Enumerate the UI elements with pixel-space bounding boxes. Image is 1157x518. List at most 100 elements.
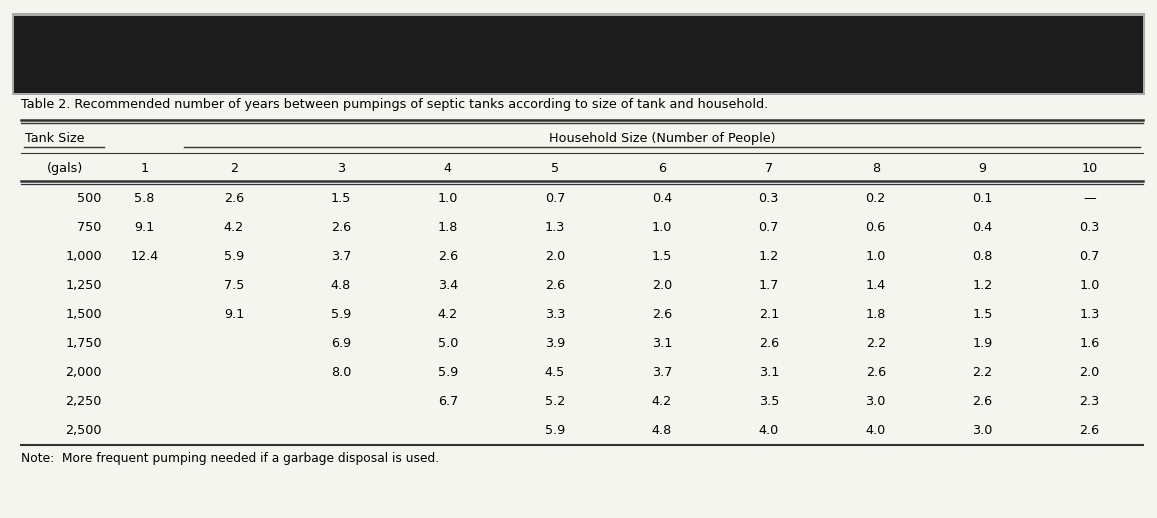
Text: 3.5: 3.5 (759, 395, 779, 409)
Text: 2.6: 2.6 (973, 395, 993, 409)
Text: 4.2: 4.2 (437, 308, 458, 322)
Text: 1,000: 1,000 (65, 250, 102, 264)
Text: 1.4: 1.4 (865, 279, 886, 293)
Text: 9.1: 9.1 (134, 221, 155, 235)
Text: 2,500: 2,500 (65, 424, 102, 438)
Text: 1.3: 1.3 (545, 221, 565, 235)
Text: Table 2. Recommended number of years between pumpings of septic tanks according : Table 2. Recommended number of years bet… (21, 98, 768, 111)
Text: 0.2: 0.2 (865, 192, 886, 206)
Text: 10: 10 (1082, 162, 1098, 175)
Text: 12.4: 12.4 (131, 250, 159, 264)
Text: 3: 3 (337, 162, 345, 175)
Text: 3.0: 3.0 (865, 395, 886, 409)
Text: 8: 8 (871, 162, 879, 175)
Text: 1.8: 1.8 (437, 221, 458, 235)
Text: 750: 750 (78, 221, 102, 235)
Text: 4.8: 4.8 (651, 424, 672, 438)
Text: 3.0: 3.0 (973, 424, 993, 438)
Text: 1.0: 1.0 (1079, 279, 1100, 293)
Text: 1.0: 1.0 (651, 221, 672, 235)
Text: 3.1: 3.1 (759, 366, 779, 380)
Text: 0.7: 0.7 (1079, 250, 1100, 264)
Text: 1,750: 1,750 (65, 337, 102, 351)
Text: 1.6: 1.6 (1079, 337, 1100, 351)
Text: Household Size (Number of People): Household Size (Number of People) (548, 132, 775, 145)
Text: 0.3: 0.3 (1079, 221, 1100, 235)
Text: 1.5: 1.5 (331, 192, 351, 206)
Text: 2.0: 2.0 (1079, 366, 1100, 380)
Text: 5.0: 5.0 (437, 337, 458, 351)
Text: 4.5: 4.5 (545, 366, 565, 380)
Text: 4: 4 (444, 162, 452, 175)
Text: 0.7: 0.7 (545, 192, 565, 206)
Text: 3.4: 3.4 (437, 279, 458, 293)
Text: 0.6: 0.6 (865, 221, 886, 235)
Text: 1,500: 1,500 (65, 308, 102, 322)
Bar (12, 13, 1145, 95)
Text: 3.7: 3.7 (651, 366, 672, 380)
Text: 1,250: 1,250 (65, 279, 102, 293)
Text: 2.2: 2.2 (973, 366, 993, 380)
Text: 6: 6 (658, 162, 665, 175)
Text: 4.0: 4.0 (759, 424, 779, 438)
Text: 3.1: 3.1 (651, 337, 672, 351)
Text: 500: 500 (78, 192, 102, 206)
Text: 5: 5 (551, 162, 559, 175)
Text: 2,250: 2,250 (66, 395, 102, 409)
Text: 2: 2 (230, 162, 238, 175)
Text: 9: 9 (979, 162, 987, 175)
Text: Note:  More frequent pumping needed if a garbage disposal is used.: Note: More frequent pumping needed if a … (21, 452, 439, 465)
Text: 1.5: 1.5 (651, 250, 672, 264)
Text: 2.6: 2.6 (651, 308, 672, 322)
Text: 4.2: 4.2 (224, 221, 244, 235)
Text: 3.9: 3.9 (545, 337, 565, 351)
Text: (gals): (gals) (46, 162, 83, 175)
Text: 0.4: 0.4 (973, 221, 993, 235)
Text: Tank Size: Tank Size (25, 132, 84, 145)
Text: 1.2: 1.2 (973, 279, 993, 293)
Text: 6.9: 6.9 (331, 337, 351, 351)
Text: 5.9: 5.9 (545, 424, 565, 438)
Text: 1: 1 (140, 162, 149, 175)
Text: 2.6: 2.6 (437, 250, 458, 264)
Bar (14, 16, 1143, 93)
Text: 2.6: 2.6 (224, 192, 244, 206)
Text: 1.8: 1.8 (865, 308, 886, 322)
Text: 2.0: 2.0 (651, 279, 672, 293)
Text: 0.4: 0.4 (651, 192, 672, 206)
Text: 7: 7 (765, 162, 773, 175)
Text: 5.2: 5.2 (545, 395, 565, 409)
Text: 4.0: 4.0 (865, 424, 886, 438)
Text: 5.9: 5.9 (437, 366, 458, 380)
Text: 0.8: 0.8 (973, 250, 993, 264)
Text: 1.2: 1.2 (759, 250, 779, 264)
Text: 2.6: 2.6 (865, 366, 886, 380)
Text: 0.1: 0.1 (973, 192, 993, 206)
Text: 2.6: 2.6 (331, 221, 351, 235)
Text: 2,000: 2,000 (65, 366, 102, 380)
Text: 2.0: 2.0 (545, 250, 565, 264)
Text: 7.5: 7.5 (223, 279, 244, 293)
Text: 6.7: 6.7 (437, 395, 458, 409)
Text: 1.9: 1.9 (973, 337, 993, 351)
Text: 5.9: 5.9 (331, 308, 351, 322)
Text: 5.8: 5.8 (134, 192, 155, 206)
Text: 2.6: 2.6 (759, 337, 779, 351)
Text: 2.6: 2.6 (545, 279, 565, 293)
Text: 3.7: 3.7 (331, 250, 351, 264)
Text: 3.3: 3.3 (545, 308, 565, 322)
Text: 5.9: 5.9 (223, 250, 244, 264)
Text: 9.1: 9.1 (223, 308, 244, 322)
Text: 4.8: 4.8 (331, 279, 351, 293)
Text: 2.6: 2.6 (1079, 424, 1099, 438)
Text: 0.7: 0.7 (759, 221, 779, 235)
Text: 8.0: 8.0 (331, 366, 351, 380)
Text: 2.3: 2.3 (1079, 395, 1100, 409)
Text: 1.0: 1.0 (865, 250, 886, 264)
Text: 1.7: 1.7 (759, 279, 779, 293)
Text: 0.3: 0.3 (759, 192, 779, 206)
Text: 1.5: 1.5 (973, 308, 993, 322)
Text: —: — (1083, 192, 1096, 206)
Text: 2.2: 2.2 (865, 337, 886, 351)
Text: 1.3: 1.3 (1079, 308, 1100, 322)
